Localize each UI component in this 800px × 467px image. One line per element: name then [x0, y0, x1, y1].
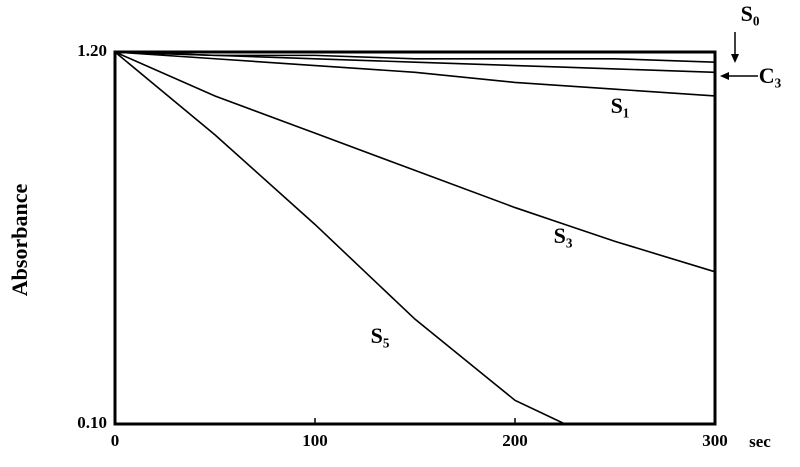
- x-tick-label: 200: [502, 431, 528, 450]
- x-tick-label: 300: [702, 431, 728, 450]
- series-line: [114, 51, 716, 97]
- arrow-head: [731, 54, 739, 63]
- series-label: S₀: [741, 1, 760, 26]
- series-label: S₃: [554, 223, 573, 248]
- series-label: S₁: [611, 93, 630, 118]
- series-label: S₅: [371, 323, 390, 348]
- plot-frame: [113, 50, 717, 426]
- y-axis-label: Absorbance: [7, 184, 32, 297]
- series-line: [114, 51, 716, 273]
- x-tick-label: 0: [111, 431, 120, 450]
- series-line: [114, 51, 566, 425]
- y-tick-label: 0.10: [77, 413, 107, 432]
- x-tick-label: 100: [302, 431, 328, 450]
- arrow-head: [720, 72, 729, 80]
- annotation-arrows: [720, 32, 758, 80]
- series-line: [114, 51, 716, 74]
- x-axis-label: sec: [749, 432, 771, 451]
- y-tick-label: 1.20: [77, 41, 107, 60]
- series-line: [114, 51, 716, 63]
- series-label: C₃: [759, 63, 782, 88]
